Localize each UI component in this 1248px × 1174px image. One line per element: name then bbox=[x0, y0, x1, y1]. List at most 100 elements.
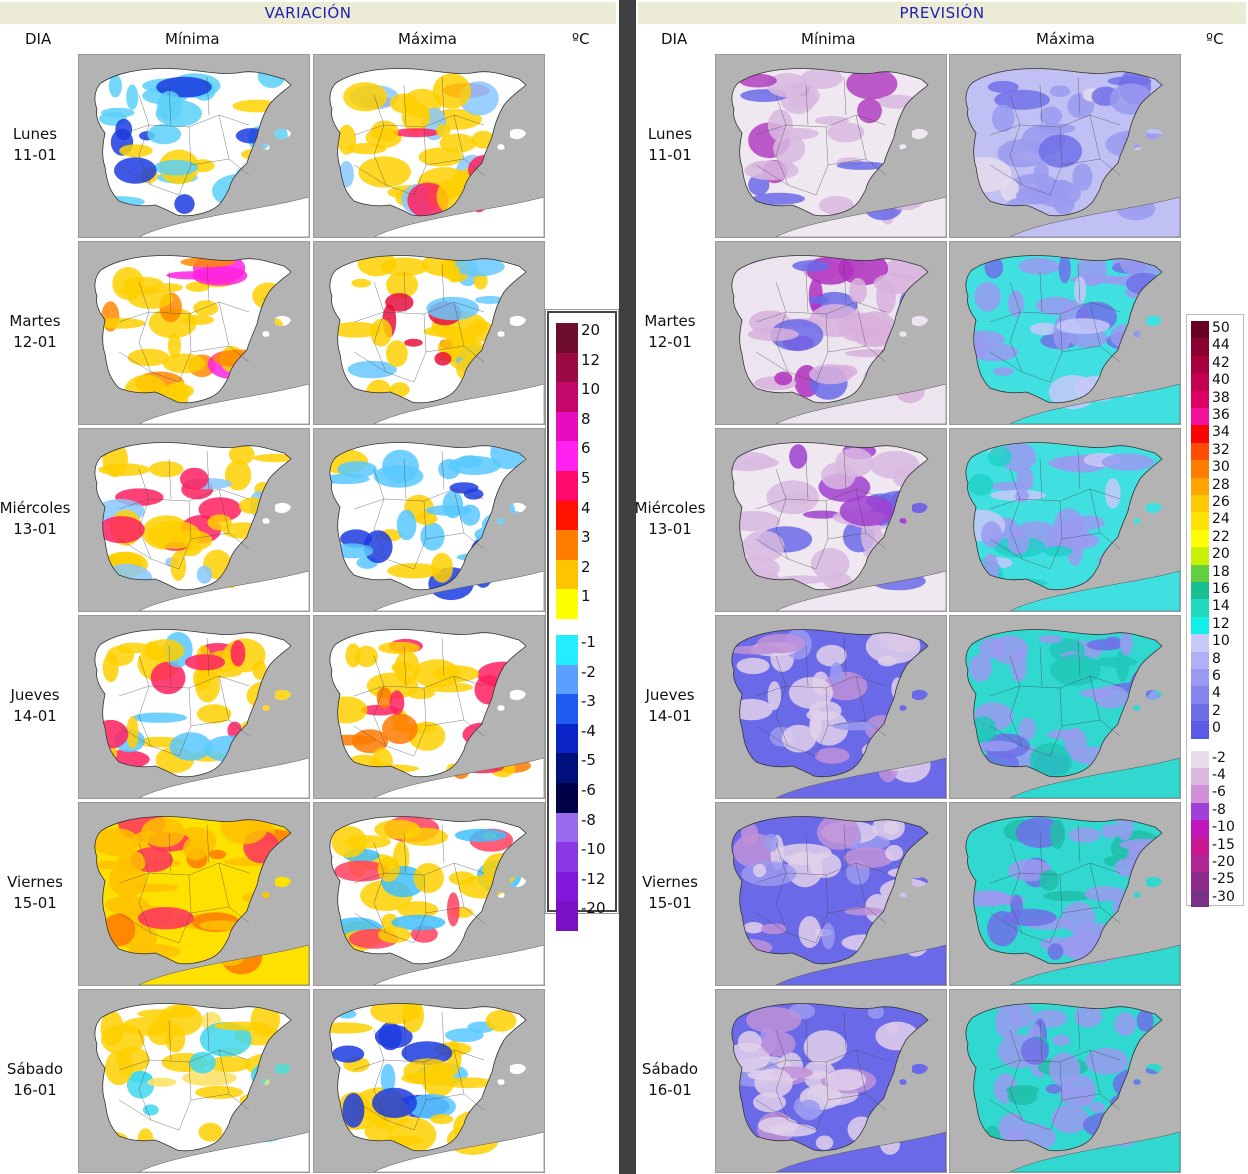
day-date: 15-01 bbox=[648, 894, 692, 912]
prevision-day-label-2: Miércoles 13-01 bbox=[634, 498, 706, 540]
legend-swatch bbox=[556, 635, 578, 665]
day-name: Miércoles bbox=[0, 499, 71, 517]
prevision-color-legend: 50 44 42 40 38 36 34 32 30 28 26 24 22 20 18 16 14 12 10 8 6… bbox=[1186, 314, 1244, 908]
legend-label: 30 bbox=[1212, 459, 1230, 476]
legend-swatch bbox=[1191, 425, 1209, 443]
variacion-map-min-0 bbox=[78, 54, 310, 238]
legend-label: 10 bbox=[1212, 633, 1230, 650]
legend-swatch bbox=[1191, 442, 1209, 461]
legend-swatch bbox=[556, 753, 578, 784]
legend-label: 0 bbox=[1212, 720, 1221, 737]
day-name: Lunes bbox=[12, 125, 58, 143]
legend-label: -12 bbox=[581, 869, 606, 888]
legend-label: 28 bbox=[1212, 476, 1230, 493]
legend-swatch bbox=[1191, 564, 1209, 582]
legend-label: 1 bbox=[581, 587, 591, 606]
prevision-day-label-0: Lunes 11-01 bbox=[634, 124, 706, 166]
prevision-map-max-5 bbox=[949, 989, 1181, 1173]
legend-label: 42 bbox=[1212, 354, 1230, 371]
day-date: 15-01 bbox=[13, 894, 57, 912]
variacion-day-label-3: Jueves 14-01 bbox=[0, 685, 71, 727]
variacion-map-min-5 bbox=[78, 989, 310, 1173]
legend-swatch bbox=[556, 871, 578, 902]
day-name: Jueves bbox=[10, 686, 60, 704]
legend-label: 50 bbox=[1212, 320, 1230, 336]
legend-label: 18 bbox=[1212, 563, 1230, 580]
legend-label: 6 bbox=[1212, 668, 1221, 684]
day-date: 11-01 bbox=[13, 146, 57, 164]
legend-label: -6 bbox=[1212, 784, 1226, 801]
legend-label: 22 bbox=[1212, 528, 1230, 545]
col-header-max: Máxima bbox=[398, 30, 457, 48]
variacion-map-max-2 bbox=[313, 428, 545, 612]
legend-swatch bbox=[1191, 495, 1209, 513]
legend-label: 12 bbox=[1212, 615, 1230, 632]
legend-label: -8 bbox=[581, 810, 596, 829]
legend-swatch bbox=[1191, 616, 1209, 635]
legend-label: -2 bbox=[581, 662, 596, 681]
legend-swatch bbox=[1191, 785, 1209, 803]
legend-swatch bbox=[1191, 802, 1209, 821]
section-divider bbox=[619, 0, 636, 1174]
legend-swatch bbox=[556, 323, 578, 353]
prevision-map-max-3 bbox=[949, 615, 1181, 799]
prevision-map-min-5 bbox=[715, 989, 947, 1173]
legend-swatch bbox=[1191, 855, 1209, 873]
legend-label: -1 bbox=[581, 633, 596, 651]
prevision-map-min-4 bbox=[715, 802, 947, 986]
day-name: Martes bbox=[644, 312, 696, 330]
legend-swatch bbox=[1191, 889, 1209, 908]
legend-swatch bbox=[1191, 634, 1209, 652]
day-name: Miércoles bbox=[634, 499, 706, 517]
legend-label: 6 bbox=[581, 439, 591, 458]
legend-swatch bbox=[556, 783, 578, 813]
col-header-dia: DIA bbox=[25, 30, 52, 48]
prevision-title: PREVISIÓN bbox=[638, 2, 1246, 24]
variacion-map-min-2 bbox=[78, 428, 310, 612]
legend-swatch bbox=[1191, 599, 1209, 617]
variacion-map-max-5 bbox=[313, 989, 545, 1173]
legend-swatch bbox=[556, 382, 578, 413]
legend-label: -30 bbox=[1212, 888, 1235, 905]
day-date: 16-01 bbox=[13, 1081, 57, 1099]
legend-label: 24 bbox=[1212, 511, 1230, 528]
legend-swatch bbox=[1191, 355, 1209, 374]
legend-label: -20 bbox=[581, 899, 606, 918]
variacion-day-label-1: Martes 12-01 bbox=[0, 311, 71, 353]
legend-label: -10 bbox=[581, 840, 606, 859]
legend-label: 12 bbox=[581, 350, 601, 369]
variacion-map-min-1 bbox=[78, 241, 310, 425]
prevision-day-label-4: Viernes 15-01 bbox=[634, 872, 706, 914]
legend-swatch bbox=[1191, 477, 1209, 495]
prevision-map-max-2 bbox=[949, 428, 1181, 612]
legend-swatch bbox=[556, 723, 578, 754]
legend-label: 26 bbox=[1212, 494, 1230, 510]
variacion-day-label-2: Miércoles 13-01 bbox=[0, 498, 71, 540]
legend-swatch bbox=[1191, 703, 1209, 722]
variacion-day-label-5: Sábado 16-01 bbox=[0, 1059, 71, 1101]
legend-swatch bbox=[1191, 390, 1209, 408]
prevision-map-min-3 bbox=[715, 615, 947, 799]
prevision-map-max-1 bbox=[949, 241, 1181, 425]
prevision-map-min-0 bbox=[715, 54, 947, 238]
day-name: Jueves bbox=[645, 686, 695, 704]
prevision-day-label-1: Martes 12-01 bbox=[634, 311, 706, 353]
variacion-day-label-4: Viernes 15-01 bbox=[0, 872, 71, 914]
variacion-map-min-3 bbox=[78, 615, 310, 799]
legend-label: -3 bbox=[581, 692, 596, 711]
col-header-dia: DIA bbox=[661, 30, 688, 48]
legend-swatch bbox=[1191, 837, 1209, 855]
legend-swatch bbox=[556, 664, 578, 695]
day-date: 13-01 bbox=[13, 520, 57, 538]
legend-label: 2 bbox=[581, 557, 591, 576]
legend-label: 8 bbox=[581, 409, 591, 428]
legend-swatch bbox=[1191, 721, 1209, 739]
legend-label: 20 bbox=[1212, 546, 1230, 563]
legend-swatch bbox=[556, 441, 578, 472]
legend-swatch bbox=[556, 589, 578, 620]
legend-swatch bbox=[556, 471, 578, 501]
legend-label: -4 bbox=[581, 721, 596, 740]
legend-label: -15 bbox=[1212, 836, 1235, 853]
prevision-section: PREVISIÓN DIA Mínima Máxima ºC Lunes 11-0… bbox=[634, 0, 1248, 1174]
legend-swatch bbox=[1191, 321, 1209, 339]
